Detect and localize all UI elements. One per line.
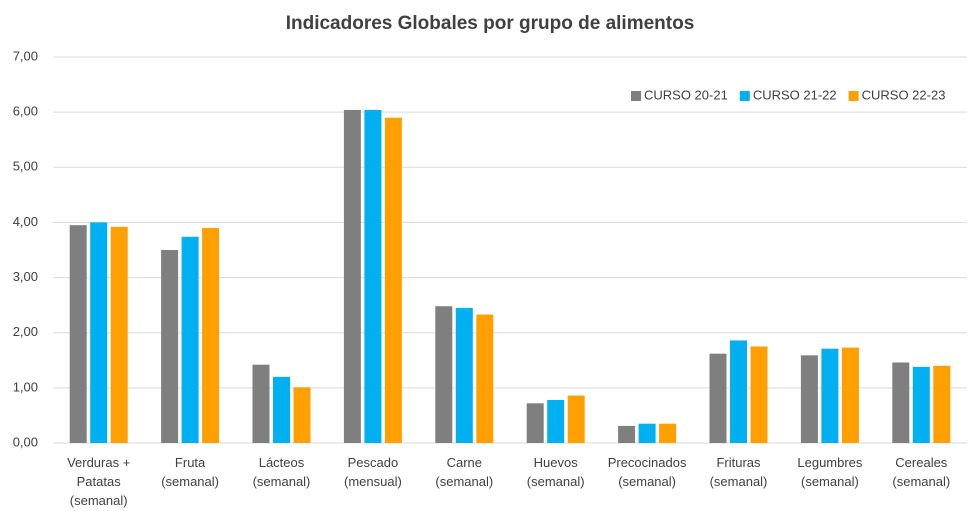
bar xyxy=(364,109,382,444)
bar xyxy=(638,423,656,443)
bar xyxy=(476,314,494,443)
bar xyxy=(892,362,910,443)
y-tick-label: 6,00 xyxy=(13,104,38,119)
bar xyxy=(273,376,290,443)
x-tick-label: Carne (semanal) xyxy=(435,455,493,489)
bar xyxy=(821,348,839,443)
x-tick-label: Frituras (semanal) xyxy=(710,455,768,489)
bar xyxy=(800,355,818,443)
x-tick-label: Verduras + Patatas (semanal) xyxy=(67,455,130,508)
bar xyxy=(161,250,179,443)
bar xyxy=(933,365,951,443)
bar xyxy=(618,425,636,443)
bar xyxy=(841,347,859,443)
y-tick-label: 2,00 xyxy=(13,324,38,339)
legend-label: CURSO 22-23 xyxy=(862,87,946,102)
x-tick-label: Lácteos (semanal) xyxy=(253,455,311,489)
legend-label: CURSO 21-22 xyxy=(753,87,837,102)
legend-label: CURSO 20-21 xyxy=(644,87,728,102)
bar xyxy=(750,346,768,443)
bar xyxy=(435,306,453,443)
y-tick-label: 1,00 xyxy=(13,379,38,394)
chart-title: Indicadores Globales por grupo de alimen… xyxy=(286,13,695,34)
bar xyxy=(202,227,220,443)
bar xyxy=(343,109,361,444)
bar xyxy=(526,403,544,443)
bar xyxy=(110,226,128,443)
legend-swatch xyxy=(848,91,859,101)
y-tick-label: 4,00 xyxy=(13,214,38,229)
bar xyxy=(547,399,565,443)
x-tick-label: Legumbres (semanal) xyxy=(797,455,863,489)
y-tick-label: 7,00 xyxy=(13,48,38,63)
y-tick-label: 0,00 xyxy=(13,434,38,449)
bar xyxy=(384,117,402,444)
bar xyxy=(730,340,747,443)
x-tick-label: Cereales (semanal) xyxy=(892,455,950,489)
legend-swatch xyxy=(631,91,641,101)
x-tick-label: Pescado (mensual) xyxy=(344,455,402,489)
bar xyxy=(181,236,199,443)
y-tick-label: 5,00 xyxy=(13,159,38,174)
bar xyxy=(659,423,677,443)
x-tick-label: Fruta (semanal) xyxy=(161,455,219,489)
bar xyxy=(90,222,108,443)
bar xyxy=(69,225,87,443)
bar xyxy=(455,307,473,443)
legend-swatch xyxy=(739,91,750,101)
bar xyxy=(252,364,270,443)
y-tick-label: 3,00 xyxy=(13,269,38,284)
x-tick-label: Huevos (semanal) xyxy=(527,455,585,489)
x-tick-label: Precocinados (semanal) xyxy=(608,455,687,489)
bar xyxy=(567,395,585,443)
bar xyxy=(293,387,311,443)
bar xyxy=(912,366,930,443)
bar xyxy=(709,353,727,443)
